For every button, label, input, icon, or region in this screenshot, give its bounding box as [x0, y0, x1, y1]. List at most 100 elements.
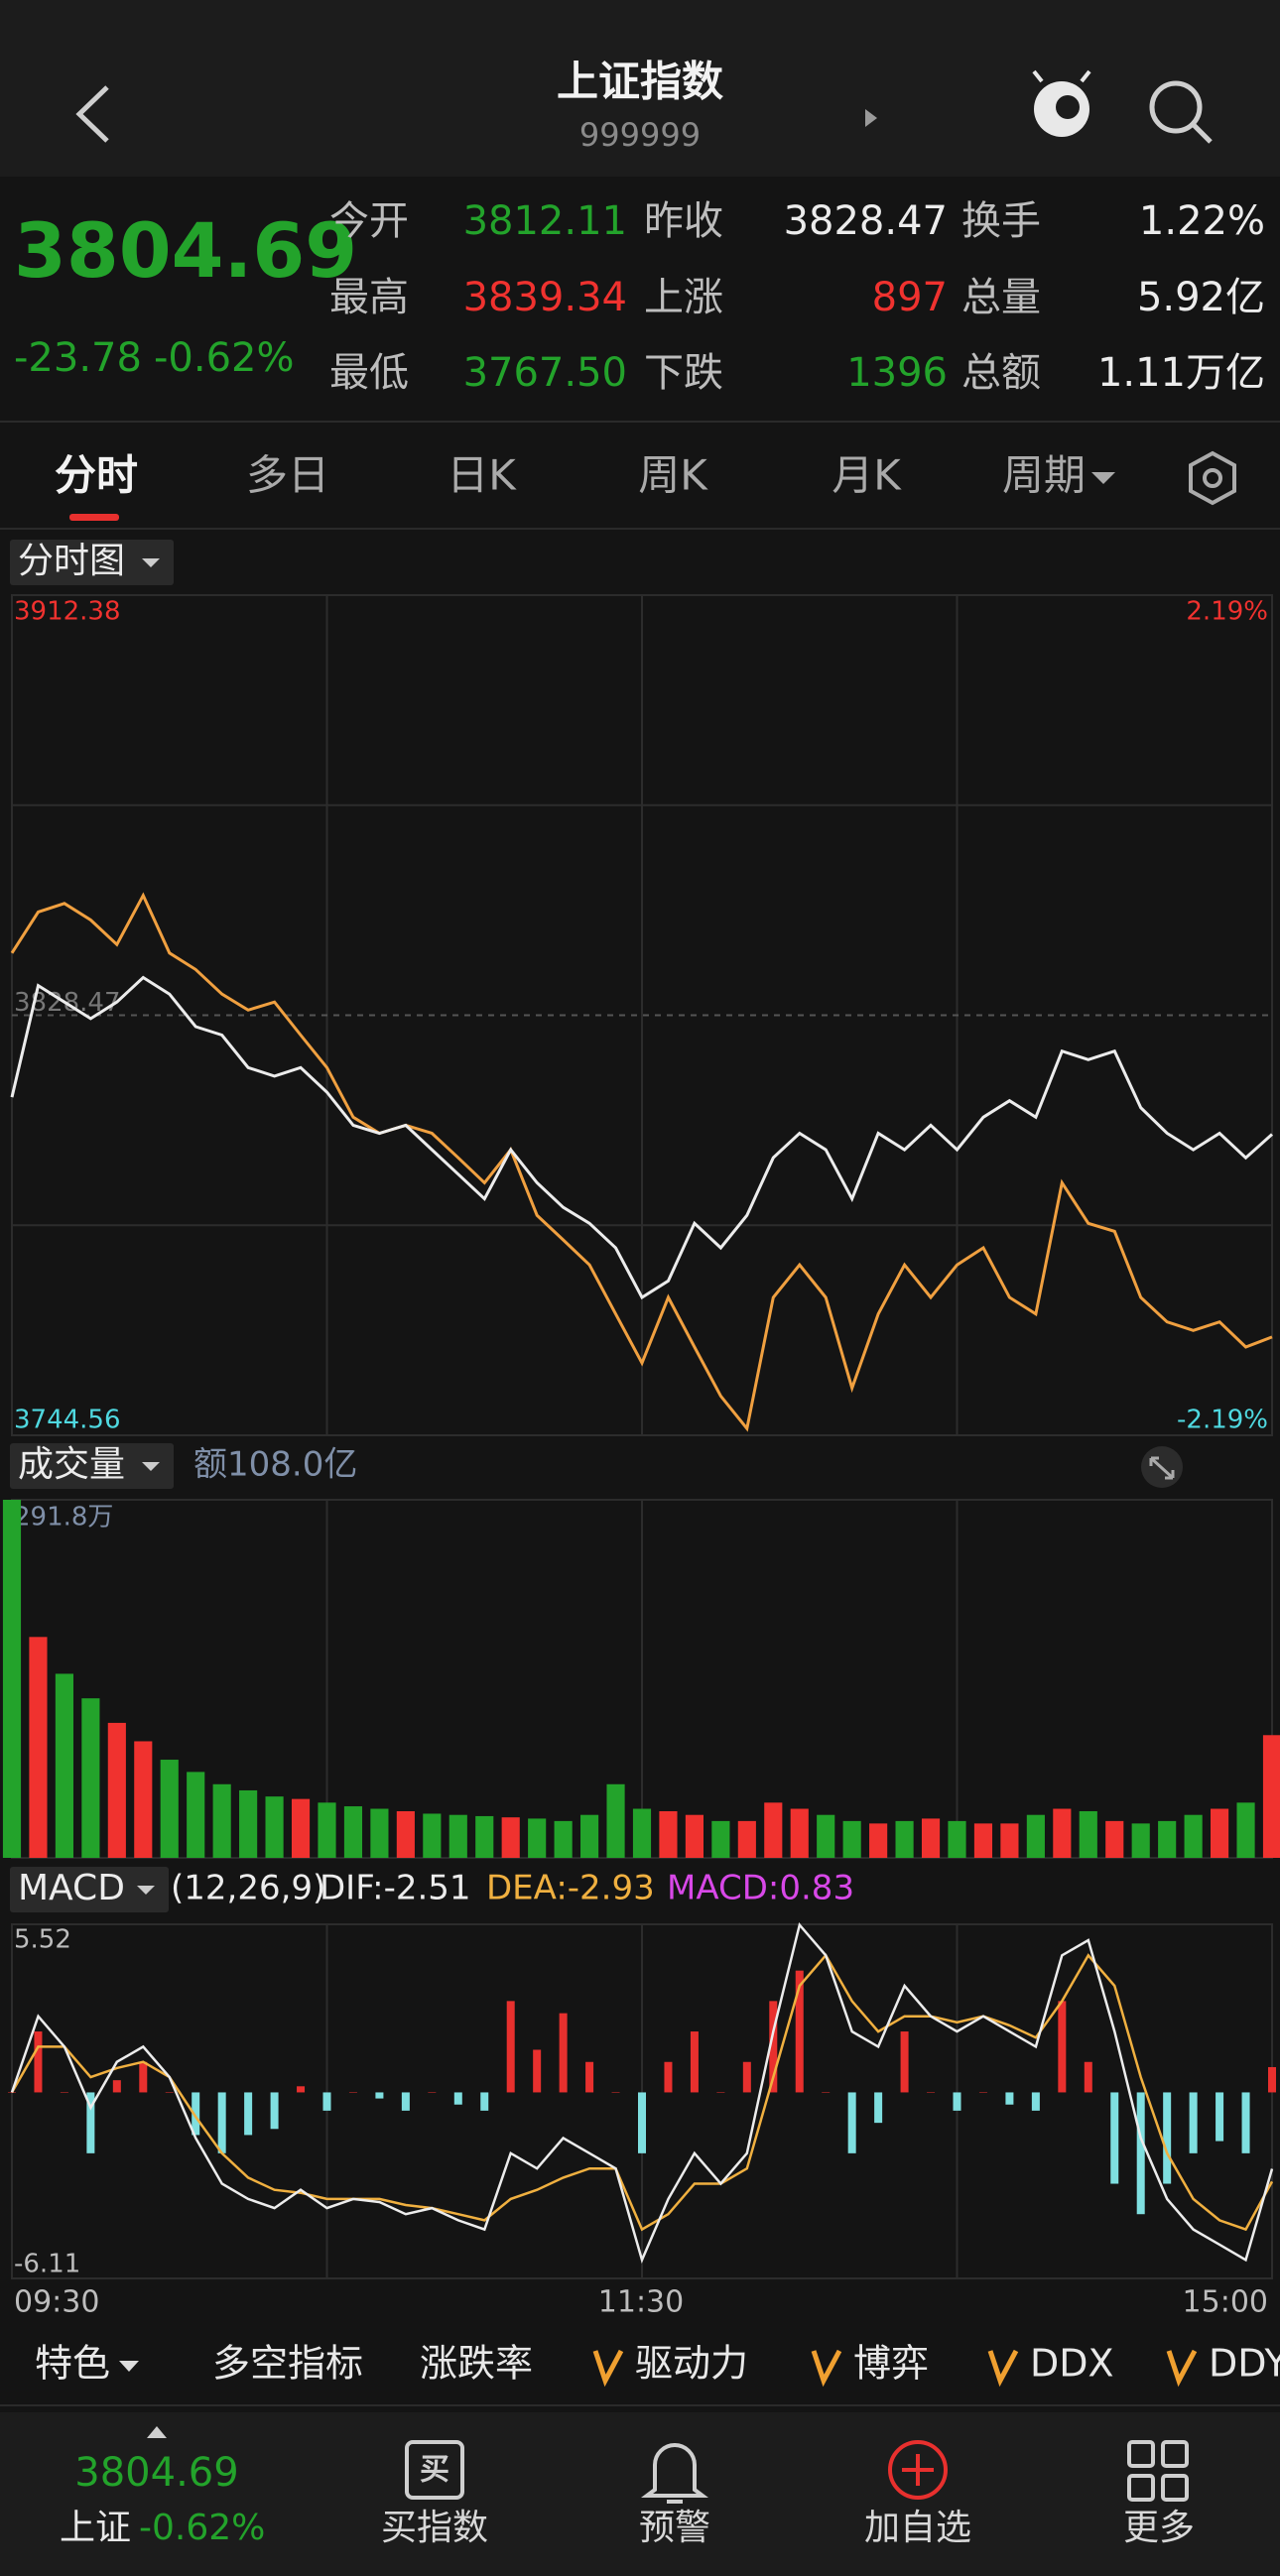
volume-bar — [291, 1798, 311, 1858]
macd-bar — [1031, 2092, 1040, 2111]
volume-bar — [528, 1818, 547, 1858]
nav-item[interactable]: 预警 — [639, 2508, 710, 2548]
volume-bar — [554, 1820, 573, 1858]
back-button[interactable] — [75, 85, 109, 143]
volume-bar — [948, 1820, 966, 1858]
volume-bar — [1026, 1814, 1045, 1858]
nav-item[interactable]: 加自选 — [864, 2508, 971, 2548]
switch-arrow[interactable] — [865, 109, 877, 127]
stat-value: 3767.50 — [463, 350, 627, 396]
macd-selector: MACD — [18, 1868, 125, 1908]
volume-bar — [370, 1808, 389, 1858]
volume-bar — [187, 1772, 205, 1858]
tab[interactable]: 分时 — [55, 451, 138, 500]
indicator-tab[interactable]: 涨跌率 — [420, 2342, 533, 2386]
chart-selector-box[interactable] — [10, 540, 174, 585]
y-tick-label: 3744.56 — [14, 1406, 121, 1435]
macd-bar — [978, 2092, 987, 2093]
expand-arrow[interactable] — [147, 2426, 167, 2438]
dropdown-arrow — [142, 1462, 160, 1471]
macd-bar — [1084, 2061, 1092, 2093]
macd-bar — [1136, 2092, 1145, 2215]
volume-bar — [343, 1806, 363, 1858]
volume-bar — [2, 1500, 22, 1858]
macd-bar — [322, 2092, 331, 2111]
last-price: 3804.69 — [14, 206, 357, 295]
y-tick-label: -6.11 — [14, 2250, 80, 2279]
macd-bar — [217, 2092, 226, 2153]
macd-bar — [638, 2092, 646, 2153]
volume-bar — [29, 1637, 48, 1858]
indicator-tab[interactable]: 博弈 — [853, 2342, 929, 2386]
stat-label: 最高 — [329, 275, 409, 320]
indicator-tab[interactable]: 多空指标 — [212, 2342, 363, 2386]
nav-item[interactable]: 买指数 — [381, 2508, 488, 2548]
volume-bar — [1211, 1808, 1229, 1858]
volume-bar — [764, 1802, 783, 1858]
macd-bar — [900, 2031, 909, 2093]
macd-bar — [1058, 2001, 1067, 2093]
mascot-icon[interactable] — [1032, 69, 1091, 137]
macd-bar — [428, 2092, 437, 2093]
stat-label: 换手 — [961, 198, 1041, 244]
settings-icon[interactable] — [1189, 450, 1236, 506]
y-tick-label: 5.52 — [14, 1925, 71, 1955]
volume-bar — [580, 1814, 599, 1858]
volume-bar — [737, 1820, 756, 1858]
volume-selector-box[interactable] — [10, 1443, 174, 1489]
macd-params: (12,26,9) — [171, 1869, 325, 1908]
macd-bar — [1268, 2066, 1276, 2093]
tab[interactable]: 周K — [638, 451, 708, 500]
macd-bar — [742, 2061, 751, 2093]
stat-label: 下跌 — [644, 350, 723, 396]
y2-tick-label: 2.19% — [1186, 597, 1268, 627]
macd-bar — [297, 2086, 306, 2093]
dea-label: DEA:-2.93 — [486, 1869, 655, 1908]
indicator-tab[interactable]: 驱动力 — [635, 2342, 748, 2386]
volume-bar — [895, 1820, 914, 1858]
dropdown-arrow — [137, 1886, 155, 1895]
time-label: 15:00 — [1183, 2285, 1268, 2320]
nav-item[interactable]: 更多 — [1123, 2508, 1195, 2548]
indicator-tab[interactable]: DDX — [1030, 2342, 1114, 2386]
volume-bar — [1158, 1820, 1177, 1858]
macd-bar — [1241, 2092, 1250, 2153]
macd-bar — [86, 2092, 95, 2153]
macd-bar — [769, 2001, 778, 2093]
v-badge — [987, 2349, 1019, 2388]
tab[interactable]: 日K — [447, 451, 517, 500]
expand-icon — [1149, 1456, 1175, 1480]
amount: 额108.0亿 — [193, 1445, 357, 1485]
macd-bar — [112, 2080, 121, 2093]
tab[interactable]: 周期 — [1002, 451, 1086, 500]
add-icon-plus — [902, 2454, 934, 2486]
volume-bar — [606, 1783, 625, 1858]
dropdown-arrow — [119, 2361, 139, 2372]
macd-bar — [139, 2061, 148, 2093]
volume-bar — [134, 1741, 153, 1858]
macd-bar — [822, 2092, 831, 2093]
volume-bar — [423, 1813, 442, 1858]
time-label: 09:30 — [14, 2285, 99, 2320]
y-tick-label: 291.8万 — [14, 1503, 113, 1533]
search-icon[interactable] — [1149, 80, 1213, 144]
volume-bar — [1000, 1823, 1019, 1858]
change: -23.78 — [14, 335, 142, 381]
title: 上证指数 — [557, 58, 723, 106]
stat-value: 1.22% — [1139, 198, 1265, 244]
volume-bar — [1079, 1810, 1097, 1858]
volume-bar — [1131, 1823, 1150, 1858]
indicator-tab[interactable]: DDY — [1209, 2342, 1280, 2386]
macd-bar — [506, 2001, 515, 2093]
volume-bar — [921, 1818, 941, 1858]
macd-bar — [664, 2061, 673, 2093]
settings-icon-center — [1203, 468, 1222, 488]
tab[interactable]: 多日 — [246, 451, 329, 500]
macd-bar — [559, 2013, 568, 2093]
tab[interactable]: 月K — [832, 451, 902, 500]
macd-selector-box[interactable] — [10, 1867, 169, 1912]
indicator-tab[interactable]: 特色 — [35, 2342, 110, 2386]
chart-selector: 分时图 — [18, 541, 125, 581]
volume-bar — [318, 1802, 336, 1858]
